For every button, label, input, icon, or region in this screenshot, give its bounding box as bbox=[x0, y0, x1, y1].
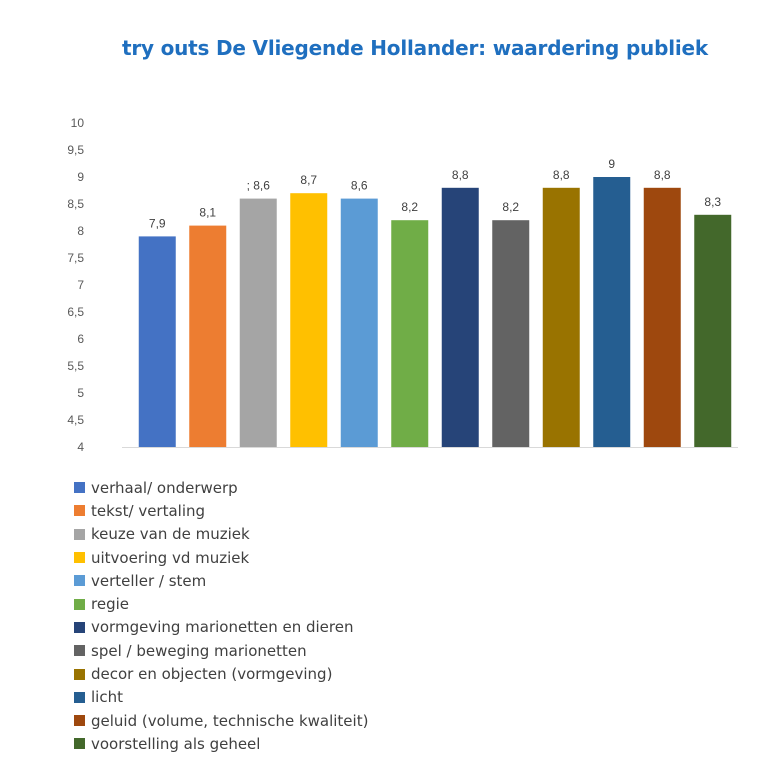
data-label: 8,6 bbox=[351, 179, 368, 193]
bar bbox=[138, 236, 176, 447]
legend-item: spel / beweging marionetten bbox=[74, 639, 368, 662]
legend-item: keuze van de muziek bbox=[74, 523, 368, 546]
y-tick-label: 6,5 bbox=[67, 305, 84, 319]
legend-swatch bbox=[74, 621, 85, 633]
bar bbox=[290, 193, 328, 447]
data-label: 9 bbox=[608, 157, 615, 171]
bar bbox=[542, 187, 580, 448]
legend-label: voorstelling als geheel bbox=[91, 734, 261, 753]
data-label: 8,8 bbox=[654, 168, 671, 182]
data-label: 8,2 bbox=[401, 200, 418, 214]
y-tick-label: 4 bbox=[77, 440, 84, 454]
bar-chart: 4 4,5 5 5,5 6 6,5 7 7,5 8 8,5 9 9,5 10 7,9 8,1 ; 8,6 8,… bbox=[67, 116, 738, 454]
y-tick-label: 7,5 bbox=[67, 251, 84, 265]
legend-swatch bbox=[74, 575, 85, 587]
data-label: ; 8,6 bbox=[247, 179, 271, 193]
legend-label: verteller / stem bbox=[91, 571, 207, 590]
y-tick-label: 6 bbox=[77, 332, 84, 346]
legend-label: licht bbox=[91, 688, 123, 707]
legend-swatch bbox=[74, 645, 85, 657]
data-label: 8,3 bbox=[704, 195, 721, 209]
y-tick-label: 5 bbox=[77, 386, 84, 400]
data-labels: 7,9 8,1 ; 8,6 8,7 8,6 8,2 8,8 8,2 8,8 9 8,8 8,3 bbox=[149, 157, 722, 230]
y-tick-label: 8 bbox=[77, 224, 84, 238]
legend-swatch bbox=[74, 738, 85, 750]
legend-swatch bbox=[74, 528, 85, 540]
bar bbox=[694, 214, 732, 447]
legend-item: regie bbox=[74, 592, 368, 615]
legend-label: regie bbox=[91, 595, 129, 614]
legend-label: geluid (volume, technische kwaliteit) bbox=[91, 711, 369, 730]
legend-swatch bbox=[74, 715, 85, 727]
legend-label: uitvoering vd muziek bbox=[91, 548, 250, 567]
y-tick-label: 10 bbox=[71, 116, 85, 130]
bar bbox=[643, 187, 681, 448]
legend-label: vormgeving marionetten en dieren bbox=[91, 618, 354, 637]
data-label: 8,2 bbox=[502, 200, 519, 214]
legend-label: tekst/ vertaling bbox=[91, 501, 206, 520]
legend-item: licht bbox=[74, 686, 368, 709]
legend-item: geluid (volume, technische kwaliteit) bbox=[74, 709, 368, 732]
legend-label: spel / beweging marionetten bbox=[91, 641, 307, 660]
legend-item: verhaal/ onderwerp bbox=[74, 476, 368, 499]
legend-item: uitvoering vd muziek bbox=[74, 546, 368, 569]
legend-item: verteller / stem bbox=[74, 569, 368, 592]
legend: verhaal/ onderwerp tekst/ vertaling keuze … bbox=[74, 476, 368, 756]
legend-label: decor en objecten (vormgeving) bbox=[91, 665, 333, 684]
legend-swatch bbox=[74, 482, 85, 494]
bar bbox=[441, 187, 479, 448]
legend-label: keuze van de muziek bbox=[91, 525, 250, 544]
legend-swatch bbox=[74, 598, 85, 610]
legend-item: vormgeving marionetten en dieren bbox=[74, 616, 368, 639]
legend-swatch bbox=[74, 691, 85, 703]
legend-label: verhaal/ onderwerp bbox=[91, 478, 238, 497]
legend-swatch bbox=[74, 552, 85, 564]
y-tick-label: 5,5 bbox=[67, 359, 84, 373]
y-tick-label: 4,5 bbox=[67, 413, 84, 427]
legend-item: voorstelling als geheel bbox=[74, 732, 368, 755]
bar bbox=[239, 198, 277, 447]
y-tick-label: 9,5 bbox=[67, 143, 84, 157]
y-axis: 4 4,5 5 5,5 6 6,5 7 7,5 8 8,5 9 9,5 10 bbox=[67, 116, 84, 454]
bar bbox=[492, 220, 530, 447]
data-label: 8,7 bbox=[300, 173, 317, 187]
data-label: 8,1 bbox=[199, 206, 216, 220]
data-label: 8,8 bbox=[553, 168, 570, 182]
y-tick-label: 8,5 bbox=[67, 197, 84, 211]
legend-item: tekst/ vertaling bbox=[74, 499, 368, 522]
y-tick-label: 7 bbox=[77, 278, 84, 292]
bars bbox=[138, 177, 732, 448]
data-label: 8,8 bbox=[452, 168, 469, 182]
legend-swatch bbox=[74, 668, 85, 680]
y-tick-label: 9 bbox=[77, 170, 84, 184]
legend-item: decor en objecten (vormgeving) bbox=[74, 662, 368, 685]
bar bbox=[593, 177, 631, 447]
legend-swatch bbox=[74, 505, 85, 517]
bar bbox=[340, 198, 378, 447]
chart-title: try outs De Vliegende Hollander: waarder… bbox=[121, 36, 708, 60]
bar bbox=[189, 225, 227, 447]
bar bbox=[391, 220, 429, 447]
data-label: 7,9 bbox=[149, 216, 166, 230]
